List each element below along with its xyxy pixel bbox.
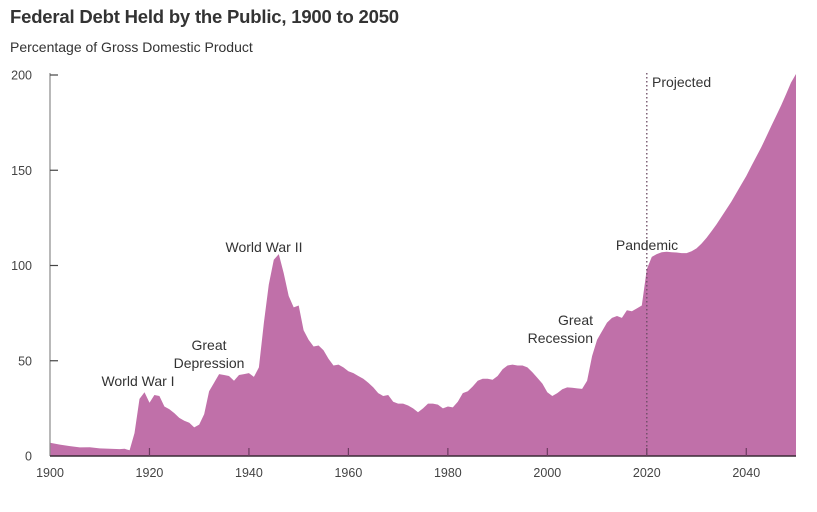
debt-area	[50, 74, 796, 456]
y-tick-label: 100	[11, 259, 32, 273]
area-layer	[50, 74, 796, 456]
x-tick-label: 2020	[633, 466, 661, 480]
annotation-world-war-i: World War I	[101, 373, 174, 389]
x-tick-label: 2040	[732, 466, 760, 480]
x-tick-label: 1960	[334, 466, 362, 480]
x-tick-label: 1900	[36, 466, 64, 480]
annotation-pandemic: Pandemic	[616, 237, 678, 253]
chart-subtitle: Percentage of Gross Domestic Product	[10, 39, 253, 55]
x-tick-label: 2000	[533, 466, 561, 480]
annotation-world-war-ii: World War II	[225, 239, 302, 255]
annotation-great-depression: Great Depression	[174, 337, 245, 371]
y-tick-label: 50	[18, 354, 32, 368]
y-tick-label: 200	[11, 69, 32, 83]
axes: 0 50 100 150 200 1900 1920 1940 1960 1980 2000 2020…	[11, 69, 796, 480]
y-tick-label: 150	[11, 164, 32, 178]
x-tick-label: 1980	[434, 466, 462, 480]
annotation-projected: Projected	[652, 74, 711, 90]
annotations: World War I Great Depression World War II Gr…	[101, 74, 711, 389]
annotation-world-war-i-line: World War I	[101, 373, 174, 389]
x-tick-label: 1920	[136, 466, 164, 480]
annotation-great-recession-line: Great	[558, 312, 593, 328]
annotation-pandemic-line: Pandemic	[616, 237, 678, 253]
annotation-projected-line: Projected	[652, 74, 711, 90]
y-tick-label: 0	[25, 450, 32, 464]
x-tick-label: 1940	[235, 466, 263, 480]
annotation-great-depression-line: Great	[191, 337, 226, 353]
annotation-great-recession-line: Recession	[528, 330, 593, 346]
chart-title: Federal Debt Held by the Public, 1900 to…	[10, 6, 399, 27]
annotation-world-war-ii-line: World War II	[225, 239, 302, 255]
annotation-great-depression-line: Depression	[174, 355, 245, 371]
annotation-great-recession: Great Recession	[528, 312, 593, 346]
